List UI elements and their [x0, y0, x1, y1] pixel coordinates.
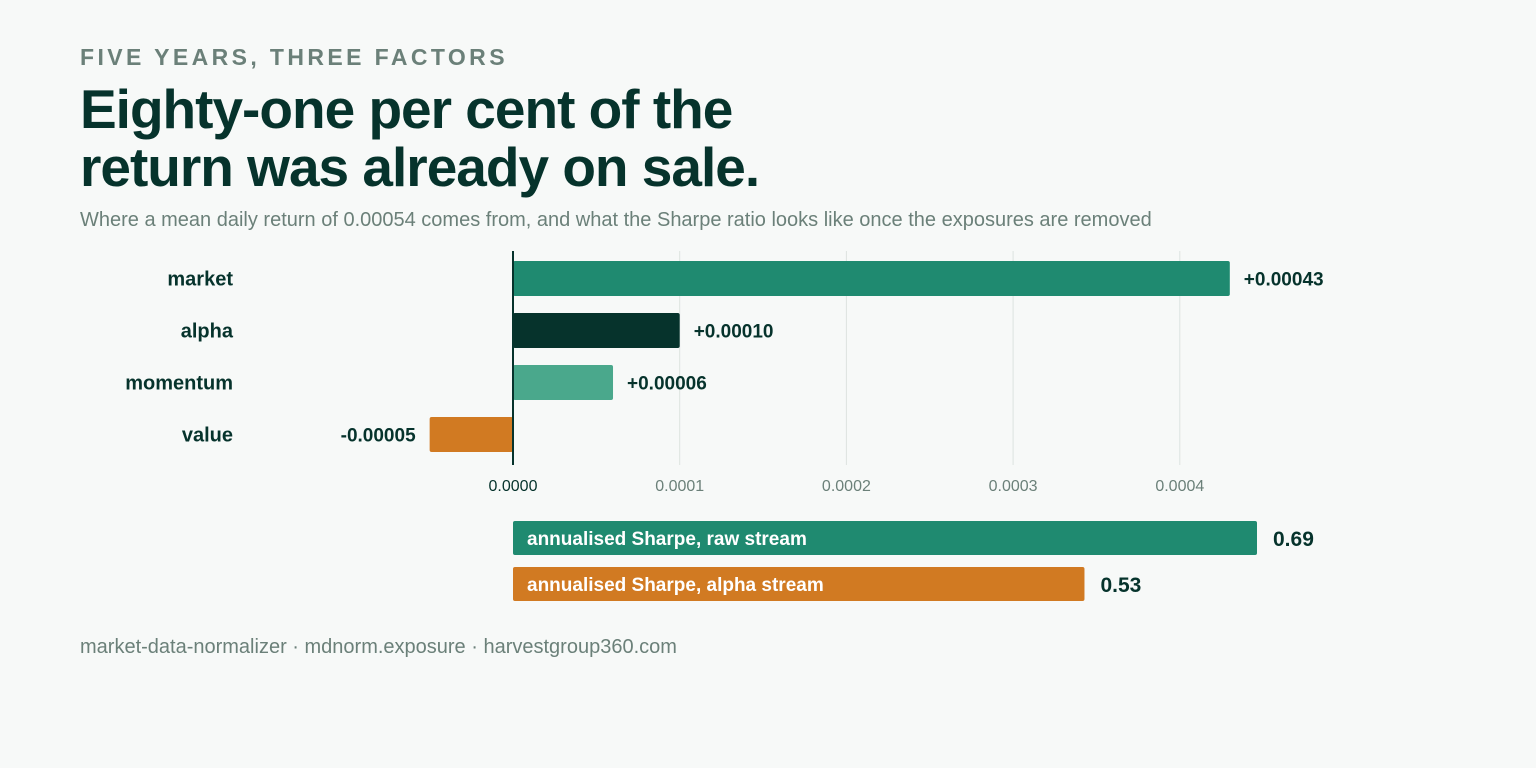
category-label-momentum: momentum [125, 373, 233, 395]
bar-market [513, 261, 1230, 296]
tick-label: 0.0000 [489, 478, 538, 495]
bar-momentum [513, 365, 614, 400]
sharpe-bar-1 [513, 521, 1257, 555]
category-label-alpha: alpha [181, 321, 234, 343]
kicker: FIVE YEARS, THREE FACTORS [80, 44, 508, 70]
sharpe-value-1: 0.69 [1273, 528, 1314, 551]
value-label-value: -0.00005 [341, 426, 416, 447]
value-label-alpha: +0.00010 [694, 322, 774, 343]
subtitle: Where a mean daily return of 0.00054 com… [80, 209, 1152, 231]
headline: Eighty-one per cent of the return was al… [80, 78, 760, 198]
tick-label: 0.0003 [989, 478, 1038, 495]
bar-alpha [513, 313, 680, 348]
axis-layer: 0.0000 0.0001 0.0002 0.0003 0.0004 [489, 251, 1204, 495]
category-label-value: value [182, 425, 233, 447]
sharpe-bar-2 [513, 567, 1085, 601]
sharpe-bar-label-2: annualised Sharpe, alpha stream [527, 575, 824, 596]
value-label-momentum: +0.00006 [627, 374, 707, 395]
sharpe-value-2: 0.53 [1100, 574, 1141, 597]
tick-label: 0.0004 [1155, 478, 1204, 495]
bar-layer: market +0.00043 alpha +0.00010 momentum +0.00… [125, 261, 1324, 452]
tick-label: 0.0002 [822, 478, 871, 495]
category-label-market: market [167, 269, 233, 291]
sharpe-bar-label-1: annualised Sharpe, raw stream [527, 529, 807, 550]
tick-label: 0.0001 [655, 478, 704, 495]
value-label-market: +0.00043 [1244, 270, 1324, 291]
bar-value [429, 417, 513, 452]
footer-credits: market-data-normalizer · mdnorm.exposure… [80, 636, 677, 658]
sharpe-layer: annualised Sharpe, raw stream 0.69 annuali… [513, 521, 1314, 601]
